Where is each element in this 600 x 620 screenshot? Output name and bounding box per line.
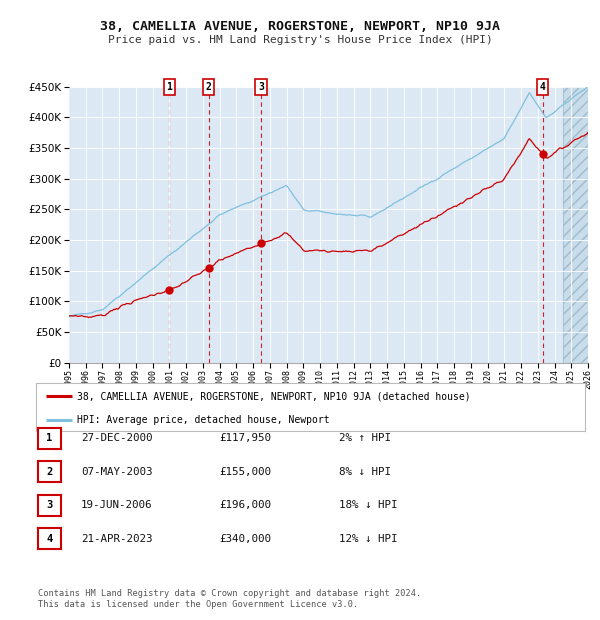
Text: 4: 4 bbox=[540, 82, 546, 92]
Text: £155,000: £155,000 bbox=[219, 467, 271, 477]
Text: 8% ↓ HPI: 8% ↓ HPI bbox=[339, 467, 391, 477]
Text: 2% ↑ HPI: 2% ↑ HPI bbox=[339, 433, 391, 443]
Text: 21-APR-2023: 21-APR-2023 bbox=[81, 534, 152, 544]
Text: 07-MAY-2003: 07-MAY-2003 bbox=[81, 467, 152, 477]
Text: 27-DEC-2000: 27-DEC-2000 bbox=[81, 433, 152, 443]
Text: 1: 1 bbox=[167, 82, 172, 92]
Text: 19-JUN-2006: 19-JUN-2006 bbox=[81, 500, 152, 510]
Text: 3: 3 bbox=[258, 82, 264, 92]
Text: £196,000: £196,000 bbox=[219, 500, 271, 510]
Text: 2: 2 bbox=[46, 467, 52, 477]
Text: 4: 4 bbox=[46, 534, 52, 544]
Text: 38, CAMELLIA AVENUE, ROGERSTONE, NEWPORT, NP10 9JA (detached house): 38, CAMELLIA AVENUE, ROGERSTONE, NEWPORT… bbox=[77, 391, 471, 401]
Text: HPI: Average price, detached house, Newport: HPI: Average price, detached house, Newp… bbox=[77, 415, 330, 425]
Text: Contains HM Land Registry data © Crown copyright and database right 2024.
This d: Contains HM Land Registry data © Crown c… bbox=[38, 590, 421, 609]
Text: £340,000: £340,000 bbox=[219, 534, 271, 544]
Text: 18% ↓ HPI: 18% ↓ HPI bbox=[339, 500, 397, 510]
Text: 2: 2 bbox=[206, 82, 212, 92]
Bar bbox=[563, 87, 588, 363]
Bar bbox=[563, 87, 588, 363]
Text: 1: 1 bbox=[46, 433, 52, 443]
Text: 38, CAMELLIA AVENUE, ROGERSTONE, NEWPORT, NP10 9JA: 38, CAMELLIA AVENUE, ROGERSTONE, NEWPORT… bbox=[100, 20, 500, 33]
Text: £117,950: £117,950 bbox=[219, 433, 271, 443]
Text: Price paid vs. HM Land Registry's House Price Index (HPI): Price paid vs. HM Land Registry's House … bbox=[107, 35, 493, 45]
Text: 3: 3 bbox=[46, 500, 52, 510]
Text: 12% ↓ HPI: 12% ↓ HPI bbox=[339, 534, 397, 544]
